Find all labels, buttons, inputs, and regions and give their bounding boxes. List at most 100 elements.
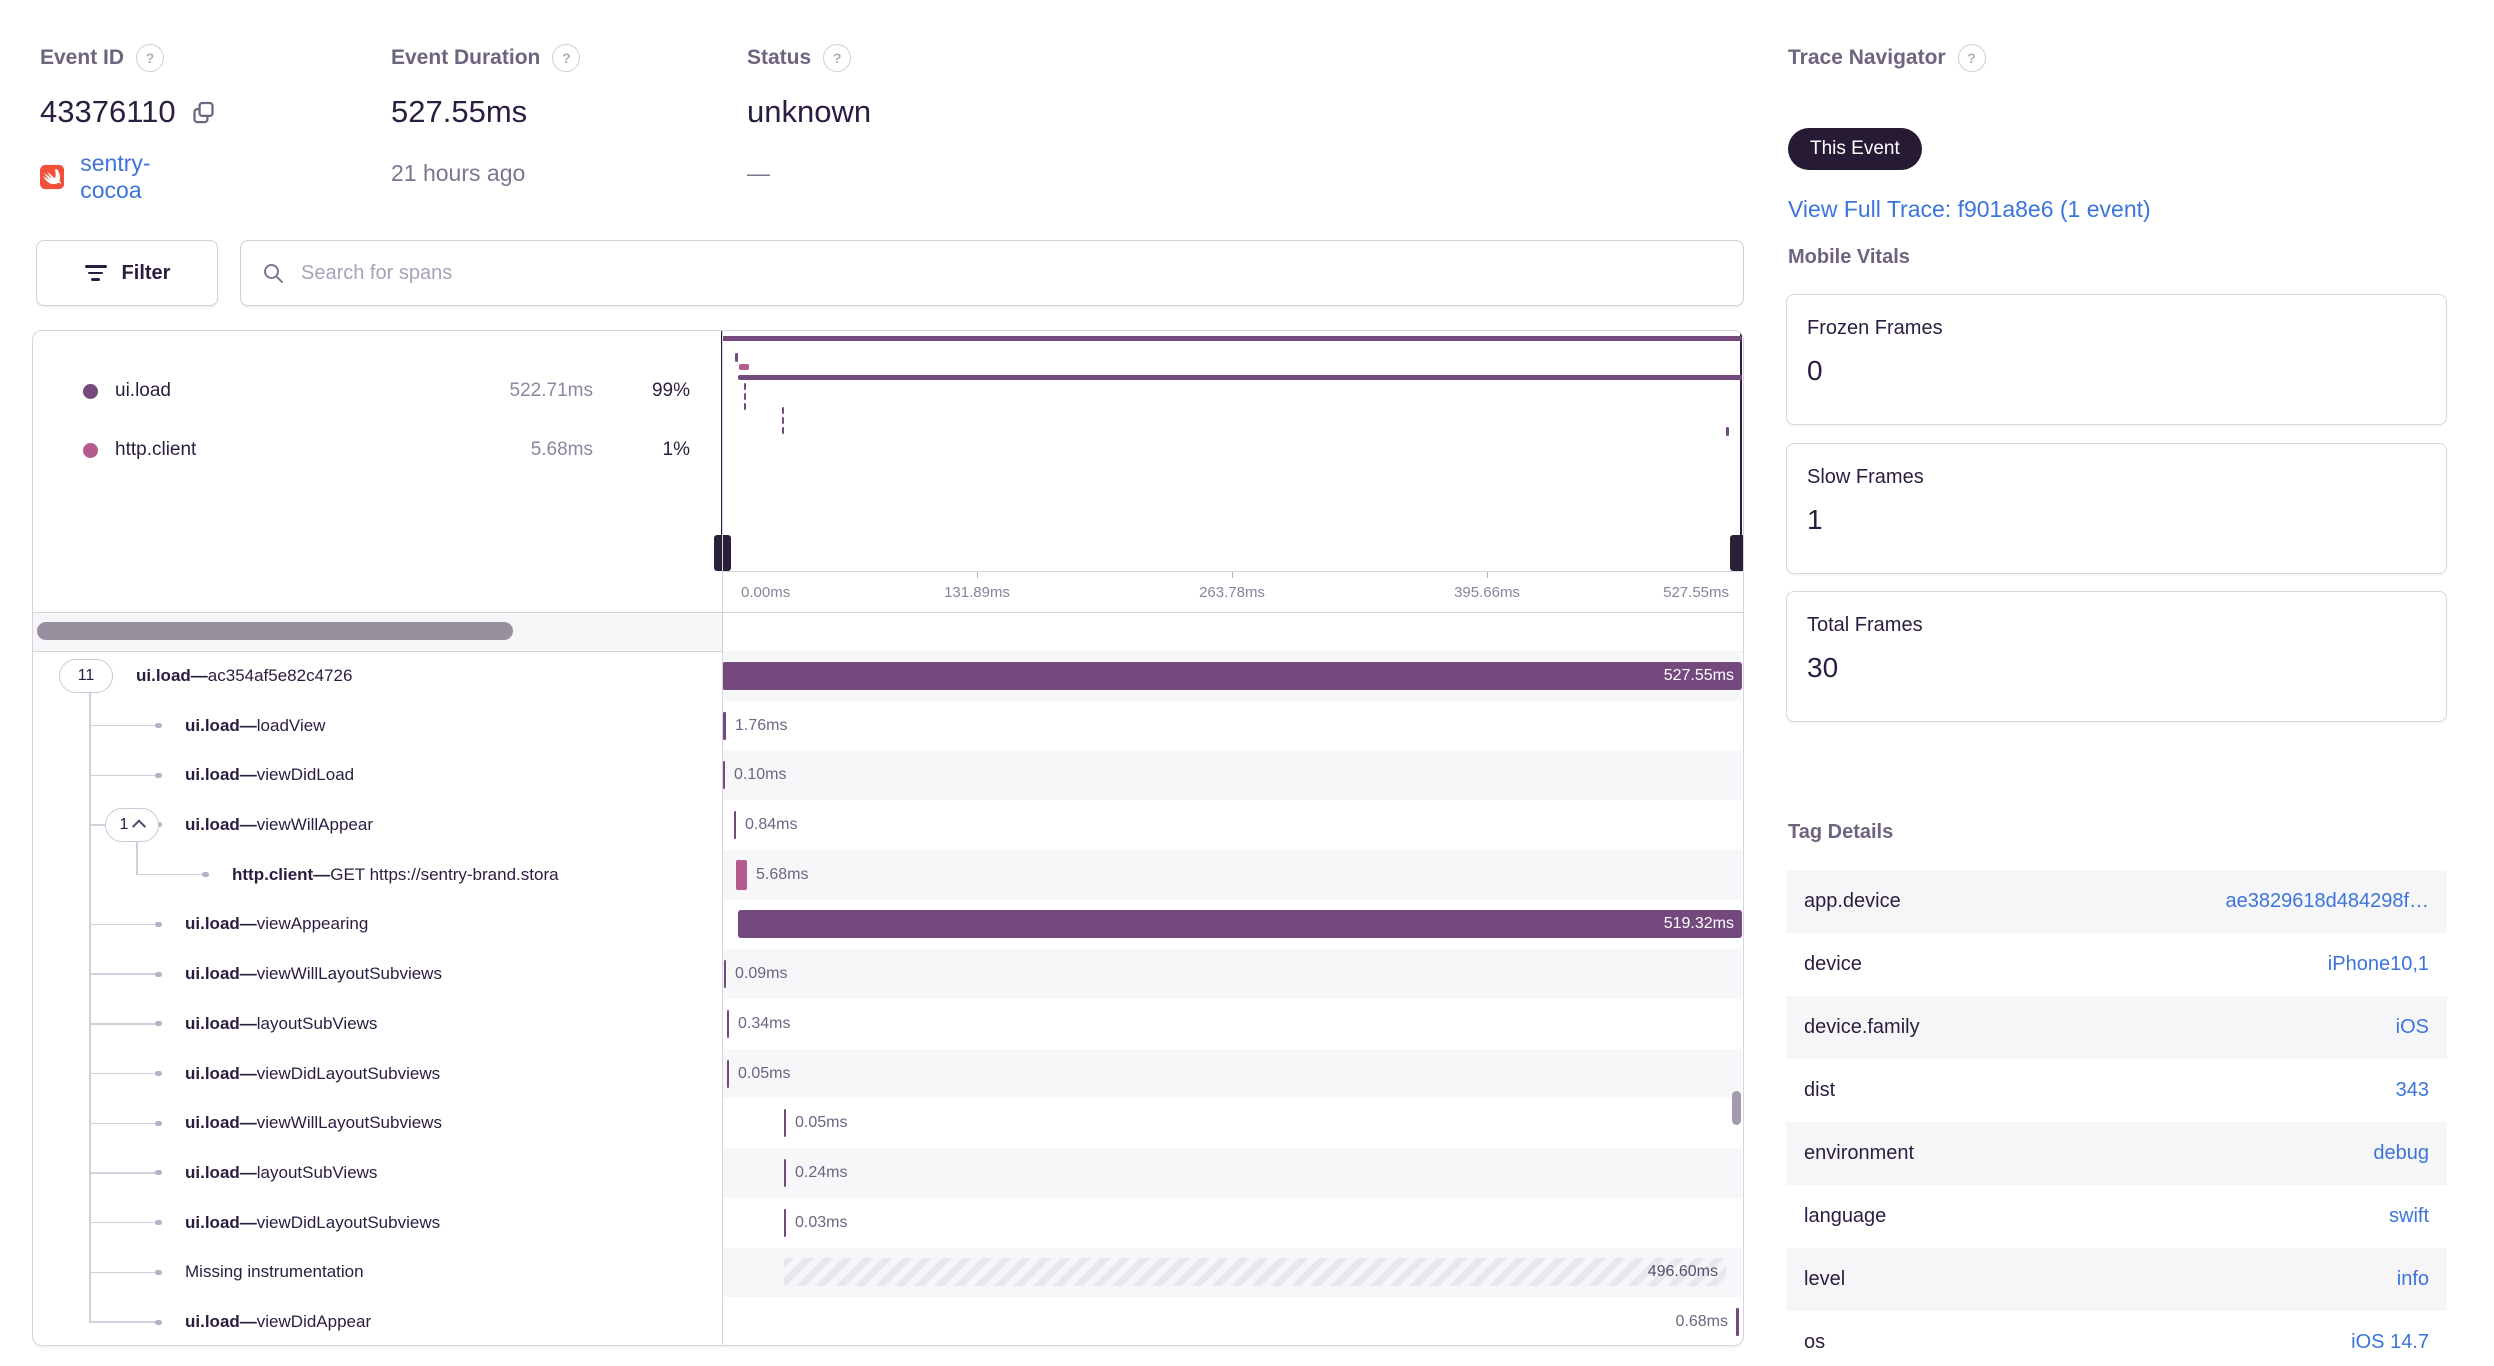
project-row: sentry-cocoa <box>40 150 164 204</box>
span-search-box[interactable] <box>240 240 1744 306</box>
legend-item[interactable]: ui.load 522.71ms 99% <box>33 372 722 410</box>
span-duration-label: 519.32ms <box>1663 915 1734 933</box>
span-children-pill[interactable]: 1 <box>105 807 159 842</box>
span-tree-row[interactable]: ui.load — viewDidLoad <box>33 750 722 800</box>
tree-branch-line <box>89 1122 157 1125</box>
event-id-value-row: 43376110 <box>40 94 217 130</box>
filter-button-label: Filter <box>121 261 171 284</box>
trace-minimap[interactable] <box>714 331 1743 571</box>
span-tree-row[interactable]: ui.load — layoutSubViews <box>33 1148 722 1198</box>
filter-button[interactable]: Filter <box>36 240 218 306</box>
tag-value-link[interactable]: ae3829618d484298f… <box>2225 890 2429 912</box>
span-duration-row[interactable]: 527.55ms <box>722 651 1742 701</box>
tag-value-link[interactable]: info <box>2396 1268 2429 1290</box>
status-label-row: Status ? <box>747 44 852 72</box>
span-duration-row[interactable]: 496.60ms <box>722 1247 1742 1298</box>
span-duration-row[interactable]: 1.76ms <box>722 701 1742 751</box>
tree-branch-line <box>89 923 157 926</box>
span-tree-row[interactable]: ui.load — viewDidLayoutSubviews <box>33 1198 722 1248</box>
span-tree-row[interactable]: ui.load — viewWillAppear <box>33 800 722 850</box>
tree-branch-line <box>89 1023 157 1025</box>
tree-branch-dot <box>155 1220 162 1226</box>
horizontal-scrollbar-thumb[interactable] <box>37 622 513 640</box>
span-tick <box>784 1158 786 1187</box>
tag-key: device <box>1804 953 1862 975</box>
vertical-scrollbar-thumb[interactable] <box>1732 1091 1741 1125</box>
span-duration-row[interactable]: 0.03ms <box>722 1198 1742 1248</box>
span-children-pill[interactable]: 11 <box>59 658 113 693</box>
span-tree-row[interactable]: ui.load — viewDidLayoutSubviews <box>33 1049 722 1099</box>
span-tree-row[interactable]: http.client — GET https://sentry-brand.s… <box>33 850 722 900</box>
tag-value-link[interactable]: iPhone10,1 <box>2327 953 2429 975</box>
tree-branch-dot <box>155 1319 162 1325</box>
tree-branch-line <box>89 724 157 727</box>
span-separator: — <box>239 914 257 934</box>
span-tree-row[interactable]: ui.load — layoutSubViews <box>33 999 722 1049</box>
tag-row: device iPhone10,1 <box>1786 933 2447 996</box>
span-tree-row[interactable]: ui.load — viewDidAppear <box>33 1297 722 1345</box>
span-duration-row[interactable]: 0.05ms <box>722 1098 1742 1148</box>
span-duration-row[interactable]: 0.68ms <box>722 1297 1742 1345</box>
span-duration-column: 527.55ms 1.76ms 0.10ms 0.84ms 5.68ms 519.32ms… <box>722 651 1742 1345</box>
span-bar[interactable]: 519.32ms <box>738 910 1742 939</box>
event-id-value: 43376110 <box>40 94 176 129</box>
legend-item[interactable]: http.client 5.68ms 1% <box>33 431 722 469</box>
tag-value-link[interactable]: swift <box>2389 1205 2429 1227</box>
span-description: layoutSubViews <box>256 1162 378 1182</box>
span-duration-row[interactable]: 0.10ms <box>722 750 1742 801</box>
copy-icon[interactable] <box>190 99 217 126</box>
span-tree-row[interactable]: ui.load — loadView <box>33 701 722 751</box>
help-icon[interactable]: ? <box>823 44 852 72</box>
span-tree-row[interactable]: ui.load — ac354af5e82c4726 <box>33 651 722 701</box>
span-duration-label: 527.55ms <box>1663 666 1734 684</box>
span-bar[interactable]: 527.55ms <box>722 661 1742 690</box>
horizontal-scrollbar-track[interactable] <box>33 613 722 651</box>
span-description: layoutSubViews <box>256 1013 378 1033</box>
span-duration-row[interactable]: 5.68ms <box>722 849 1742 900</box>
span-duration-label: 5.68ms <box>756 865 809 883</box>
span-duration-label: 0.10ms <box>734 766 787 784</box>
span-separator: — <box>239 765 257 785</box>
help-icon[interactable]: ? <box>552 44 581 72</box>
span-duration-label: 0.68ms <box>1675 1313 1728 1331</box>
span-description: viewDidLayoutSubviews <box>256 1063 441 1083</box>
tree-branch-dot <box>155 1170 162 1176</box>
span-separator: — <box>239 1162 257 1182</box>
span-separator: — <box>239 1212 257 1232</box>
span-duration-label: 0.03ms <box>795 1213 848 1231</box>
span-tree-row[interactable]: ui.load — viewWillLayoutSubviews <box>33 1098 722 1148</box>
help-icon[interactable]: ? <box>1957 44 1986 72</box>
tag-value-link[interactable]: iOS 14.7 <box>2351 1331 2429 1353</box>
project-link[interactable]: sentry-cocoa <box>80 150 151 203</box>
this-event-badge[interactable]: This Event <box>1788 128 1922 170</box>
span-tree-row[interactable]: ui.load — viewAppearing <box>33 900 722 950</box>
span-duration-row[interactable]: 519.32ms <box>722 900 1742 950</box>
span-duration-row[interactable]: 0.34ms <box>722 999 1742 1049</box>
legend-op-duration: 522.71ms <box>509 380 593 401</box>
span-separator: — <box>313 864 331 884</box>
span-tick <box>723 711 726 740</box>
tag-value-link[interactable]: debug <box>2373 1142 2429 1164</box>
help-icon[interactable]: ? <box>136 44 165 72</box>
legend-op-duration: 5.68ms <box>530 439 593 460</box>
span-duration-row[interactable]: 0.05ms <box>722 1048 1742 1099</box>
span-tree-row[interactable]: Missing instrumentation <box>33 1248 722 1298</box>
minimap-right-handle[interactable] <box>1730 535 1743 571</box>
missing-instrumentation-bar[interactable]: 496.60ms <box>784 1258 1726 1287</box>
search-input[interactable] <box>299 260 1723 286</box>
tree-branch-dot <box>155 921 162 927</box>
trace-waterfall-panel: ui.load 522.71ms 99% http.client 5.68ms 1% 0.… <box>32 330 1744 1346</box>
view-full-trace-link[interactable]: View Full Trace: f901a8e6 (1 event) <box>1788 196 2151 222</box>
tag-value-link[interactable]: 343 <box>2395 1079 2429 1101</box>
span-duration-row[interactable]: 0.84ms <box>722 800 1742 850</box>
vital-card: Slow Frames 1 <box>1786 442 2447 574</box>
span-duration-row[interactable]: 0.24ms <box>722 1148 1742 1198</box>
span-description: viewDidAppear <box>256 1312 372 1332</box>
vital-card: Total Frames 30 <box>1786 591 2447 722</box>
span-children-count: 1 <box>119 815 129 833</box>
tag-row: language swift <box>1786 1185 2447 1248</box>
tag-value-link[interactable]: iOS <box>2395 1016 2429 1038</box>
span-tree-row[interactable]: ui.load — viewWillLayoutSubviews <box>33 949 722 999</box>
tag-key: app.device <box>1804 890 1901 912</box>
span-duration-row[interactable]: 0.09ms <box>722 949 1742 999</box>
